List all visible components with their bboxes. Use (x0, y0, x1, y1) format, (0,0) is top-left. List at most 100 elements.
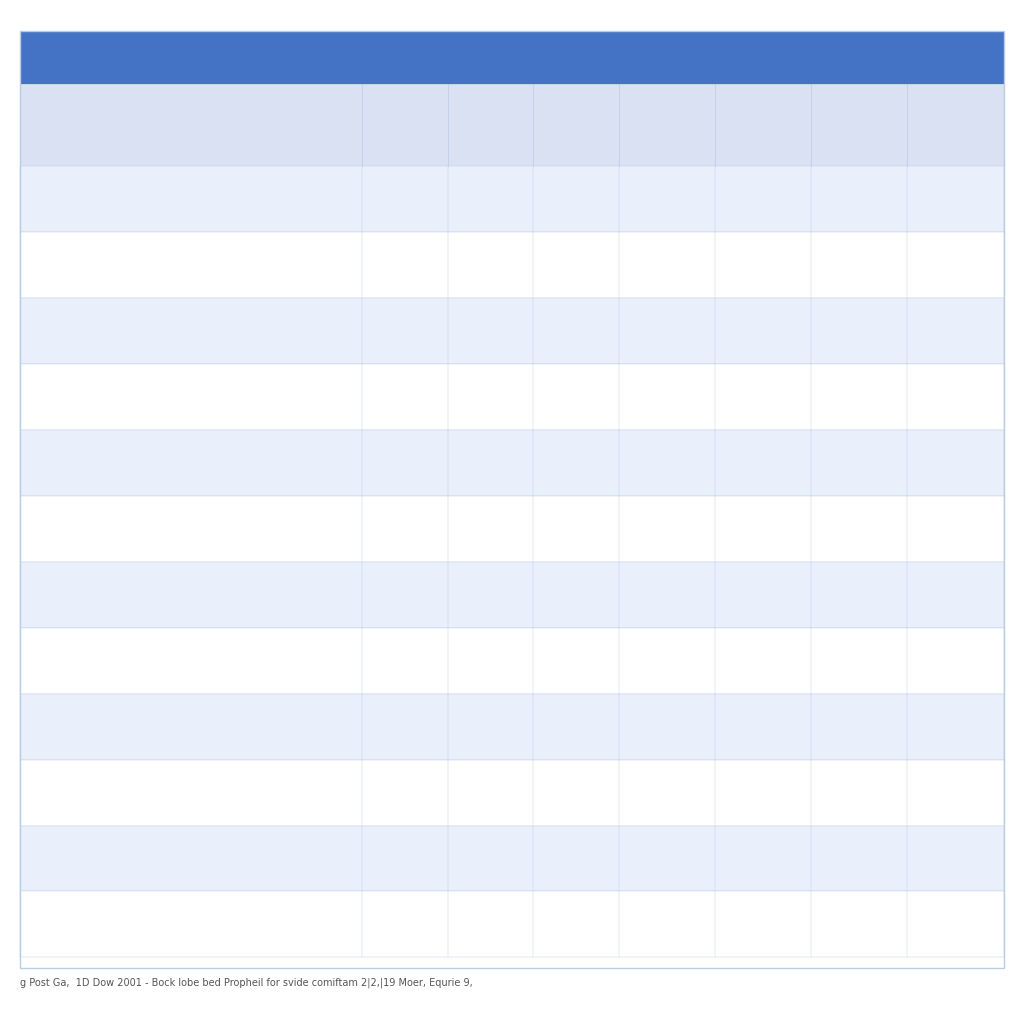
Text: -: - (857, 522, 862, 536)
Text: -: - (953, 588, 957, 601)
Text: -: - (857, 852, 862, 865)
Text: ~5: ~5 (754, 193, 772, 206)
Text: ~3: ~3 (658, 193, 676, 206)
Text: -: - (953, 918, 957, 931)
Text: Herro of ahymhemonizers in 4le
flohouall chall tble nonds
xitable;): Herro of ahymhemonizers in 4le flohouall… (29, 314, 204, 347)
Text: 296: 296 (393, 325, 418, 337)
Text: 4: 4 (486, 720, 495, 733)
Text: ~1: ~1 (850, 654, 868, 667)
Text: -: - (761, 325, 766, 337)
Text: ~6: ~6 (657, 786, 676, 799)
Text: Sonnmult
anomey: Sonnmult anomey (731, 111, 795, 139)
Text: -: - (857, 390, 862, 403)
Text: ~2: ~2 (567, 522, 585, 536)
Text: 207: 207 (478, 918, 503, 931)
Text: 1.47: 1.47 (390, 457, 420, 469)
Text: Prenoueycy schit ong suing and
cenlt's fatiorte): Prenoueycy schit ong suing and cenlt's f… (29, 848, 203, 869)
Text: Hulin-lreicuini couproment
desionace (ns sundly): Hulin-lreicuini couproment desionace (ns… (29, 650, 173, 672)
Text: -: - (665, 852, 670, 865)
Text: ~0: ~0 (754, 786, 772, 799)
Text: 1.17: 1.17 (390, 588, 420, 601)
Text: Offem-las inglodal porratie F-
pucuds-(oli): Offem-las inglodal porratie F- pucuds-(o… (29, 452, 188, 473)
Text: -: - (953, 193, 957, 206)
Text: 8: 8 (486, 522, 495, 536)
Text: ~0: ~0 (567, 786, 585, 799)
Text: -: - (953, 654, 957, 667)
Text: Nagmnut explonity ins durdog
on produsifigabiile from"
campahiity: Nagmnut explonity ins durdog on produsif… (29, 380, 195, 414)
Text: ~0: ~0 (754, 258, 772, 271)
Text: -: - (953, 457, 957, 469)
Text: g Post Ga,  1D Dow 2001 - Bock lobe bed Propheil for svide comiftam 2|2,|19 Moer: g Post Ga, 1D Dow 2001 - Bock lobe bed P… (20, 978, 473, 988)
Text: ~0: ~0 (658, 918, 676, 931)
Text: Funist/oat pange leof bizel on
nersch modullity): Funist/oat pange leof bizel on nersch mo… (29, 584, 189, 605)
Text: Mild: Mild (391, 119, 419, 131)
Text: -: - (761, 457, 766, 469)
Text: ~5: ~5 (754, 654, 772, 667)
Text: -: - (953, 786, 957, 799)
Text: -: - (953, 720, 957, 733)
Text: 267: 267 (478, 852, 503, 865)
Text: -: - (953, 522, 957, 536)
Text: ~9: ~9 (657, 258, 676, 271)
Text: ~4: ~4 (567, 325, 585, 337)
Text: Fot shoolling plzaler dntimes o
se): Fot shoolling plzaler dntimes o se) (29, 913, 196, 935)
Text: Forcal
conmon
syllety: Forcal conmon syllety (930, 103, 981, 146)
Text: -: - (761, 390, 766, 403)
Text: 0: 0 (855, 720, 863, 733)
Text: 2.55: 2.55 (390, 786, 420, 799)
Text: ~3: ~3 (567, 654, 585, 667)
Text: Sectam: Sectam (29, 119, 78, 131)
Text: ~3: ~3 (754, 588, 772, 601)
Text: ~0: ~0 (567, 918, 585, 931)
Text: 2.98: 2.98 (390, 918, 420, 931)
Text: -: - (665, 588, 670, 601)
Text: -: - (761, 522, 766, 536)
Text: -: - (953, 325, 957, 337)
Text: Acbber
coluran: Acbber coluran (835, 111, 884, 139)
Text: Opandeitait of aaly of (EP-
productal moliity (rrojuicte): Opandeitait of aaly of (EP- productal mo… (29, 188, 178, 210)
Text: Usens 114 pands clichest mos
appra, ias cmi shcohe
(:nipacabj/): Usens 114 pands clichest mos appra, ias … (29, 248, 194, 282)
Text: -: - (953, 390, 957, 403)
Text: 9: 9 (486, 193, 495, 206)
Text: -: - (665, 457, 670, 469)
Text: ~8: ~8 (567, 852, 585, 865)
Text: -: - (665, 390, 670, 403)
Text: 2.98: 2.98 (390, 852, 420, 865)
Text: ~3: ~3 (850, 258, 868, 271)
Text: -: - (665, 325, 670, 337)
Text: 282: 282 (478, 457, 503, 469)
Text: ~3: ~3 (567, 457, 585, 469)
Text: 130: 130 (478, 588, 503, 601)
Text: Severe: Severe (468, 119, 514, 131)
Text: 1.74: 1.74 (390, 720, 420, 733)
Text: ~0: ~0 (567, 258, 585, 271)
Text: ~0: ~0 (567, 390, 585, 403)
Text: -: - (665, 522, 670, 536)
Text: Anarified
pituil: Anarified pituil (637, 111, 697, 139)
Text: 240: 240 (393, 193, 418, 206)
Text: 1.87: 1.87 (390, 522, 420, 536)
Text: ~8: ~8 (657, 654, 676, 667)
Text: Meithtes thit etutation dell bor of
vicice in theer tairoley): Meithtes thit etutation dell bor of vici… (29, 781, 210, 804)
Text: ~3: ~3 (850, 786, 868, 799)
Text: Char tconrent bidesellfick al offectiheof seyweed lifffort: Char tconrent bidesellfick al offectiheo… (227, 48, 797, 67)
Text: -: - (857, 588, 862, 601)
Text: ~8: ~8 (567, 193, 585, 206)
Text: ~2: ~2 (567, 588, 585, 601)
Text: 1: 1 (855, 325, 863, 337)
Text: ~6: ~6 (396, 390, 415, 403)
Text: 290: 290 (478, 654, 503, 667)
Text: -: - (857, 918, 862, 931)
Text: -: - (761, 918, 766, 931)
Text: 14: 14 (947, 852, 964, 865)
Text: 1: 1 (759, 720, 767, 733)
Text: Inplentes talke penton ff mili
esporssine hal iotepition not
netiacley): Inplentes talke penton ff mili esporssin… (29, 710, 185, 743)
Text: ~3: ~3 (850, 193, 868, 206)
Text: 145: 145 (393, 258, 418, 271)
Text: 250: 250 (478, 786, 503, 799)
Text: 8: 8 (486, 390, 495, 403)
Text: Severe: Severe (553, 119, 599, 131)
Text: ~5: ~5 (567, 720, 585, 733)
Text: Flalin asding a pulin for yrour
(lmlion primgenta;): Flalin asding a pulin for yrour (lmlion … (29, 518, 188, 540)
Text: -: - (665, 720, 670, 733)
